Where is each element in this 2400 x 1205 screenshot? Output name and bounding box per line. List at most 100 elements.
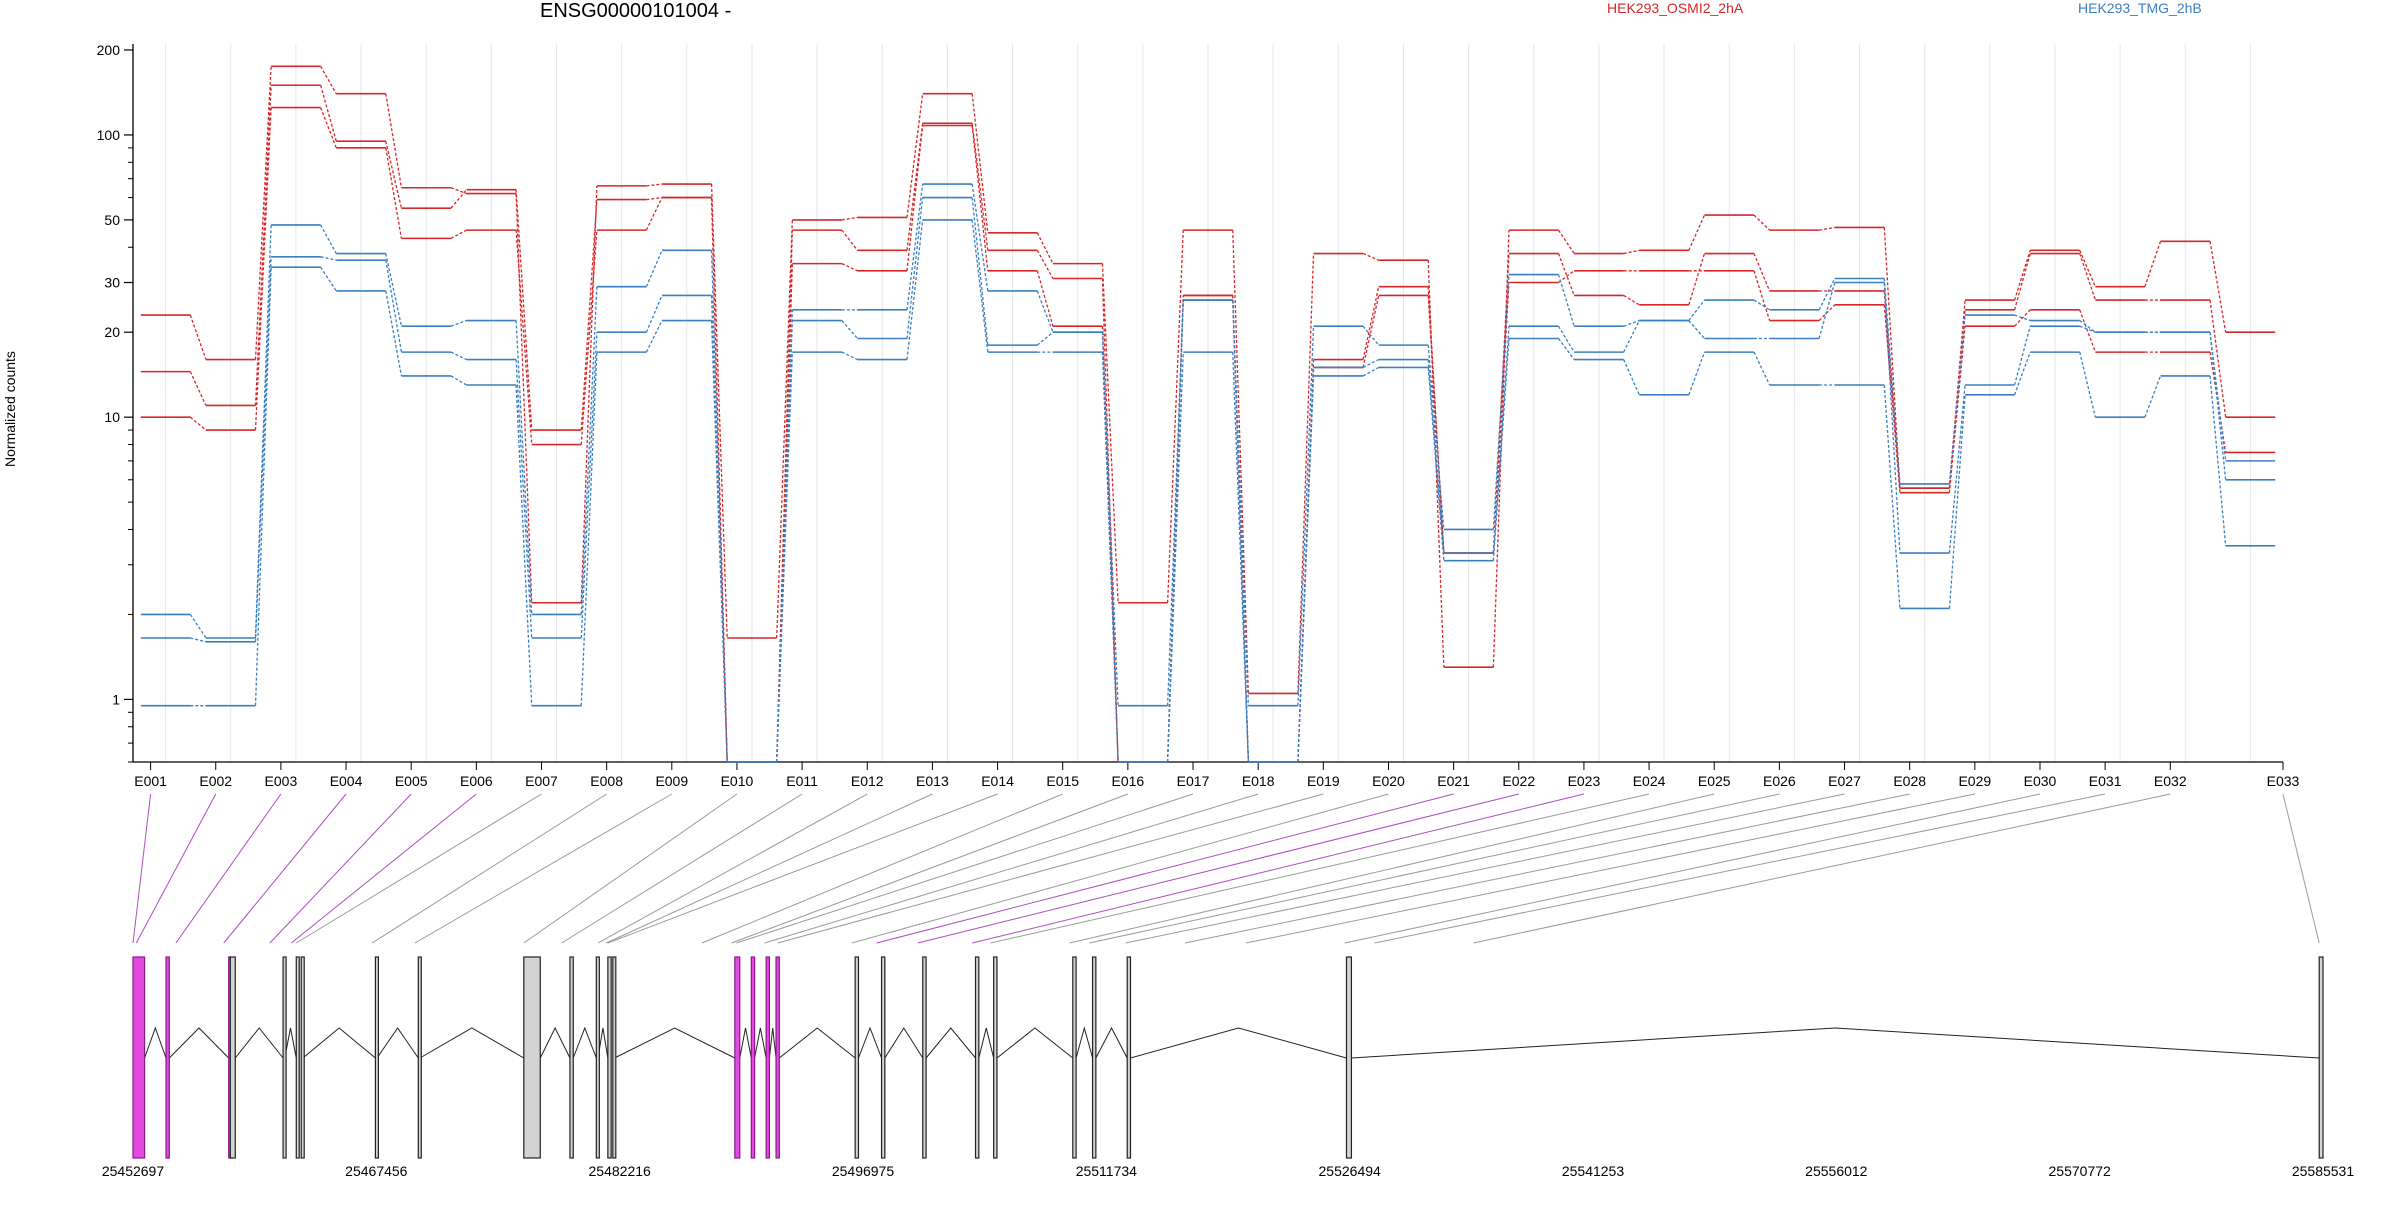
series-connector bbox=[971, 125, 989, 271]
coordinate-tick-label: 25526494 bbox=[1319, 1163, 1382, 1179]
intron-line bbox=[539, 1026, 571, 1059]
exon-connector bbox=[175, 793, 282, 944]
series-connector bbox=[1883, 384, 1901, 609]
exon-box bbox=[300, 956, 305, 1159]
x-tick-label: E001 bbox=[134, 773, 167, 789]
series-connector bbox=[710, 184, 728, 639]
series-connector bbox=[515, 359, 533, 639]
series-connector bbox=[1362, 358, 1379, 369]
series-connector bbox=[1036, 232, 1054, 264]
series-connector bbox=[1753, 214, 1771, 231]
series-connector bbox=[450, 375, 467, 386]
exon-box bbox=[523, 956, 541, 1159]
series-connector bbox=[1688, 214, 1706, 251]
series-connector bbox=[254, 256, 272, 642]
series-connector bbox=[1036, 250, 1054, 279]
series-connector bbox=[1166, 352, 1184, 763]
exon-box bbox=[1072, 956, 1077, 1159]
intron-line bbox=[144, 1026, 167, 1059]
series-connector bbox=[2209, 241, 2227, 333]
series-connector bbox=[2013, 253, 2031, 311]
series-connector bbox=[1557, 274, 1575, 327]
series-connector bbox=[710, 320, 728, 763]
exon-connector bbox=[561, 793, 803, 944]
intron-line bbox=[1130, 1027, 1347, 1059]
intron-line bbox=[168, 1027, 230, 1059]
series-connector bbox=[1166, 300, 1184, 706]
series-connector bbox=[385, 260, 403, 353]
series-connector bbox=[1362, 366, 1380, 377]
exon-box bbox=[2318, 956, 2324, 1159]
exon-box bbox=[765, 956, 771, 1159]
series-connector bbox=[1232, 300, 1250, 763]
intron-line bbox=[1075, 1026, 1094, 1059]
series-connector bbox=[189, 371, 207, 406]
series-connector bbox=[254, 224, 272, 639]
exon-connector bbox=[1089, 793, 1780, 944]
legend-label: HEK293_TMG_2hB bbox=[2078, 0, 2202, 16]
series-connector bbox=[906, 197, 924, 339]
series-connector bbox=[2144, 375, 2162, 418]
exon-box bbox=[1126, 956, 1132, 1159]
series-connector bbox=[320, 256, 337, 261]
series-connector bbox=[1688, 299, 1705, 321]
intron-line bbox=[779, 1027, 856, 1059]
series-connector bbox=[1492, 338, 1510, 561]
series-connector bbox=[1557, 338, 1575, 360]
coordinate-tick-label: 25585531 bbox=[2292, 1163, 2355, 1179]
x-tick-label: E022 bbox=[1502, 773, 1535, 789]
legend-entry-tmg: HEK293_TMG_2hB bbox=[2078, 0, 2202, 16]
series-connector bbox=[1819, 226, 1835, 231]
exon-connector bbox=[607, 793, 998, 944]
series-line bbox=[140, 65, 2276, 695]
series-connector bbox=[1427, 286, 1445, 554]
x-tick-label: E024 bbox=[1633, 773, 1666, 789]
series-connector bbox=[1036, 270, 1054, 327]
series-connector bbox=[254, 107, 272, 431]
series-connector bbox=[1557, 229, 1575, 254]
series-connector bbox=[1688, 320, 1705, 339]
exon-box bbox=[374, 956, 380, 1159]
exon-connector bbox=[269, 793, 412, 944]
series-connector bbox=[1036, 331, 1054, 346]
x-tick-label: E018 bbox=[1242, 773, 1275, 789]
exon-connector bbox=[990, 793, 1650, 944]
exon-connector bbox=[414, 793, 673, 944]
series-connector bbox=[1427, 345, 1445, 530]
series-connector bbox=[1297, 253, 1315, 694]
series-connector bbox=[2014, 314, 2031, 322]
series-connector bbox=[320, 107, 337, 149]
exon-box bbox=[880, 956, 886, 1159]
series-connector bbox=[580, 352, 598, 706]
exon-connector bbox=[1374, 793, 2106, 944]
series-connector bbox=[450, 189, 468, 209]
intron-line bbox=[754, 1027, 767, 1059]
exon-connector bbox=[523, 793, 738, 944]
series-connector bbox=[776, 352, 793, 763]
series-connector bbox=[971, 123, 989, 251]
exon-connector bbox=[736, 793, 1194, 944]
series-connector bbox=[1557, 253, 1575, 296]
x-tick-label: E010 bbox=[721, 773, 754, 789]
series-connector bbox=[515, 320, 533, 615]
x-tick-label: E033 bbox=[2267, 773, 2300, 789]
exon-connector bbox=[1473, 793, 2171, 944]
intron-line bbox=[614, 1027, 736, 1059]
series-connector bbox=[1427, 359, 1445, 554]
x-tick-label: E015 bbox=[1046, 773, 1079, 789]
intron-line bbox=[857, 1026, 883, 1059]
exon-box bbox=[569, 956, 574, 1159]
exon-box bbox=[132, 956, 146, 1159]
series-connector bbox=[1623, 319, 1640, 327]
x-tick-label: E016 bbox=[1112, 773, 1145, 789]
series-connector bbox=[906, 125, 924, 271]
series-connector bbox=[2144, 241, 2162, 287]
exon-connector bbox=[371, 793, 607, 944]
series-connector bbox=[906, 123, 924, 251]
series-connector bbox=[1623, 249, 1640, 255]
series-connector bbox=[1036, 290, 1054, 333]
series-connector bbox=[646, 183, 663, 187]
x-tick-label: E019 bbox=[1307, 773, 1340, 789]
x-tick-label: E009 bbox=[655, 773, 688, 789]
